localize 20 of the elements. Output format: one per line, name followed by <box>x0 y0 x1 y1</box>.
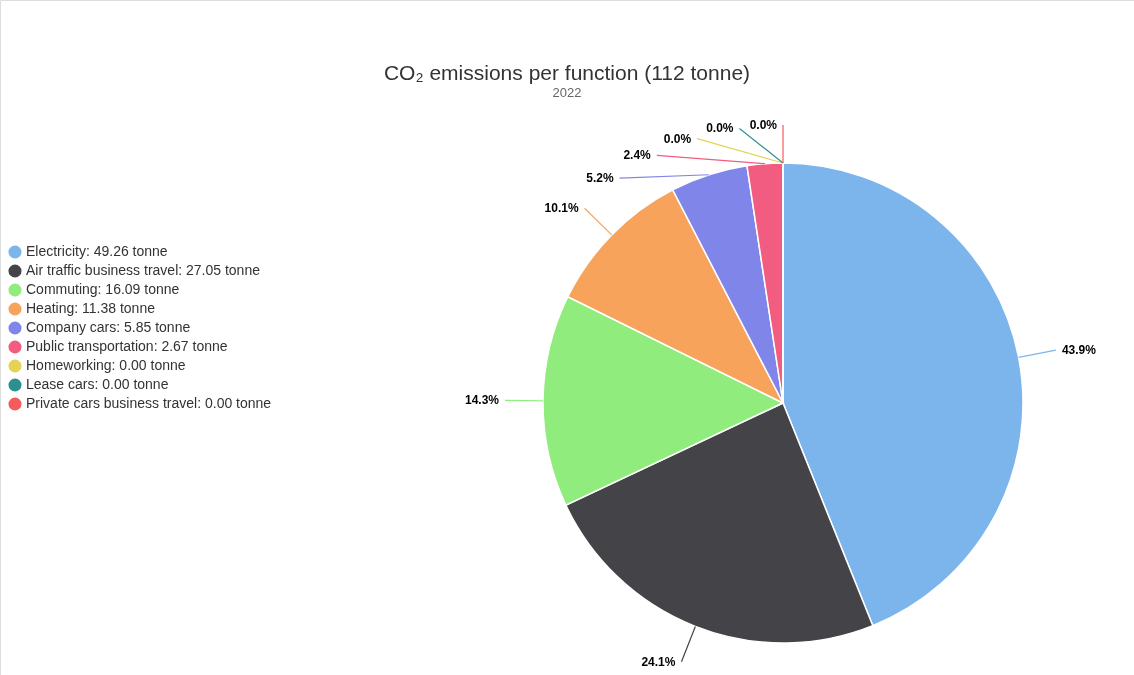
legend-label: Public transportation: 2.67 tonne <box>26 338 228 354</box>
legend-label: Private cars business travel: 0.00 tonne <box>26 395 272 411</box>
legend-label: Company cars: 5.85 tonne <box>26 319 191 335</box>
text: 0.0% <box>706 121 734 136</box>
legend-label: Lease cars: 0.00 tonne <box>26 376 169 392</box>
legend-label: Heating: 11.38 tonne <box>26 300 156 316</box>
data-label: 5.2% <box>586 171 614 186</box>
chart-title: CO₂ emissions per function (112 tonne) <box>383 61 751 84</box>
legend-label: Air traffic business travel: 27.05 tonne <box>26 262 261 278</box>
legend-label: Electricity: 49.26 tonne <box>26 243 168 259</box>
legend-label: Homeworking: 0.00 tonne <box>26 357 186 373</box>
chart-subtitle: 2022 <box>552 85 582 100</box>
data-label: 24.1% <box>641 654 676 669</box>
text: 0.0% <box>749 118 777 132</box>
text: 0.0% <box>663 131 692 146</box>
legend-label: Commuting: 16.09 tonne <box>26 281 180 297</box>
data-label: 10.1% <box>544 201 579 216</box>
data-label: 2.4% <box>623 148 652 163</box>
data-label: 43.9% <box>1061 343 1097 358</box>
data-label: 14.3% <box>464 393 500 408</box>
